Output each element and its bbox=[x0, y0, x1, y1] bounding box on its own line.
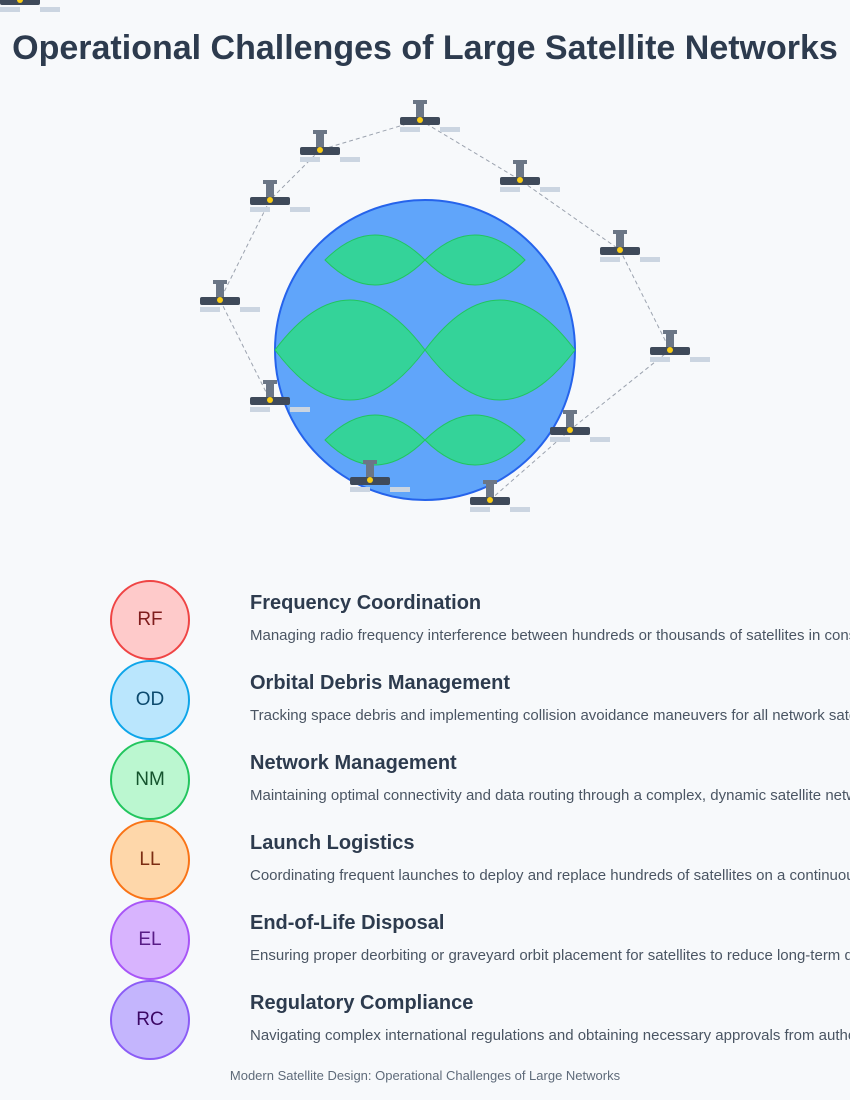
challenge-description: Managing radio frequency interference be… bbox=[250, 627, 850, 644]
badge-abbr: NM bbox=[135, 769, 165, 790]
page-title: Operational Challenges of Large Satellit… bbox=[12, 29, 838, 67]
challenge-description: Coordinating frequent launches to deploy… bbox=[250, 867, 850, 884]
earth-globe bbox=[274, 199, 576, 501]
challenge-item-regulatory: RC Regulatory Compliance Navigating comp… bbox=[0, 980, 850, 1060]
challenge-item-launch: LL Launch Logistics Coordinating frequen… bbox=[0, 820, 850, 900]
challenge-description: Tracking space debris and implementing c… bbox=[250, 707, 850, 724]
challenge-description: Navigating complex international regulat… bbox=[250, 1027, 850, 1044]
challenge-description: Ensuring proper deorbiting or graveyard … bbox=[250, 947, 850, 964]
badge-abbr: LL bbox=[139, 849, 161, 870]
challenge-item-disposal: EL End-of-Life Disposal Ensuring proper … bbox=[0, 900, 850, 980]
satellite-icon bbox=[0, 0, 60, 12]
challenge-item-frequency: RF Frequency Coordination Managing radio… bbox=[0, 580, 850, 660]
challenge-item-network: NM Network Management Maintaining optima… bbox=[0, 740, 850, 820]
challenge-description: Maintaining optimal connectivity and dat… bbox=[250, 787, 850, 804]
challenge-badge: EL bbox=[110, 900, 190, 980]
challenge-badge: LL bbox=[110, 820, 190, 900]
satellite-icon bbox=[300, 130, 360, 162]
satellite-icon bbox=[650, 330, 710, 362]
challenge-badge: RF bbox=[110, 580, 190, 660]
challenge-badge: RC bbox=[110, 980, 190, 1060]
satellite-icon bbox=[200, 280, 260, 312]
badge-abbr: OD bbox=[135, 689, 165, 710]
challenge-item-debris: OD Orbital Debris Management Tracking sp… bbox=[0, 660, 850, 740]
challenge-badge: NM bbox=[110, 740, 190, 820]
constellation-diagram bbox=[0, 0, 710, 512]
satellite-icon bbox=[600, 230, 660, 262]
challenge-title: Frequency Coordination bbox=[250, 592, 482, 614]
challenge-title: Network Management bbox=[250, 752, 457, 774]
badge-abbr: EL bbox=[138, 929, 162, 950]
challenge-title: Launch Logistics bbox=[250, 832, 415, 854]
satellite-icon bbox=[400, 100, 460, 132]
badge-abbr: RF bbox=[137, 609, 163, 630]
challenge-title: Regulatory Compliance bbox=[250, 992, 474, 1014]
satellite-icon bbox=[250, 180, 310, 212]
badge-abbr: RC bbox=[136, 1009, 164, 1030]
challenge-title: End-of-Life Disposal bbox=[250, 912, 445, 934]
challenge-title: Orbital Debris Management bbox=[250, 672, 511, 694]
challenge-badge: OD bbox=[110, 660, 190, 740]
footer-caption: Modern Satellite Design: Operational Cha… bbox=[229, 1068, 621, 1083]
continents bbox=[274, 234, 576, 466]
